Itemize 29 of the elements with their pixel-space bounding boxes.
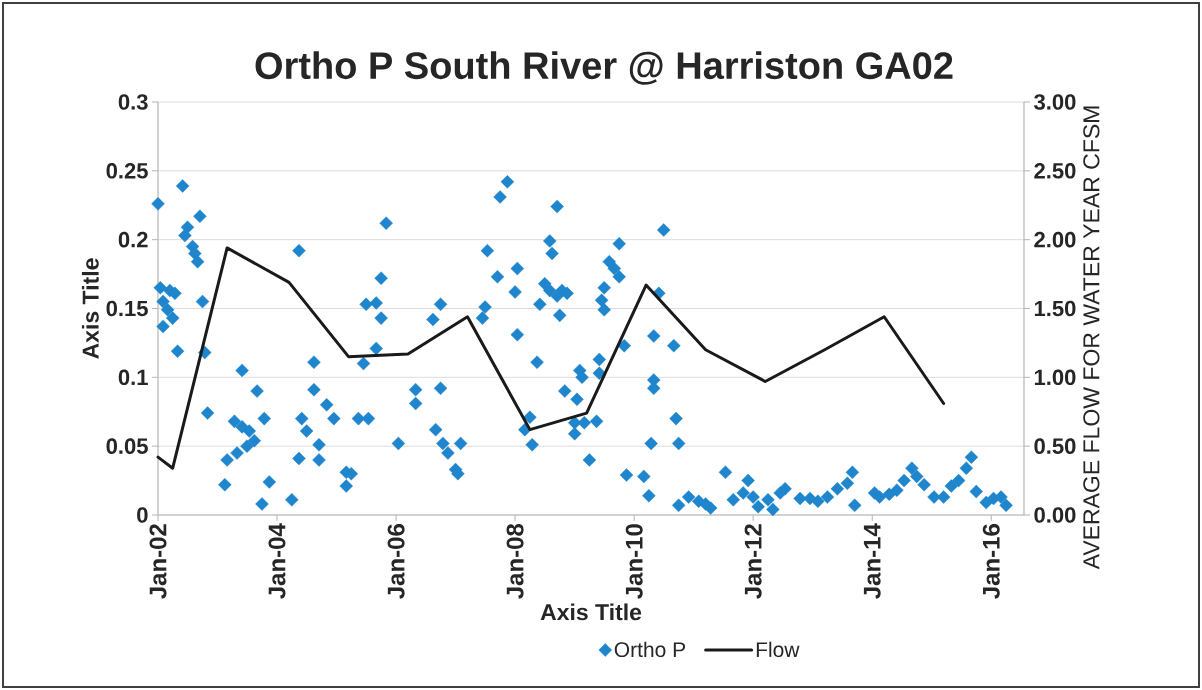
- x-tick-label: Jan-02: [149, 524, 167, 599]
- y-tick-label: 0: [137, 507, 148, 523]
- y2-tick-label: 2.00: [1034, 231, 1076, 248]
- x-tick-label: Jan-04: [268, 523, 286, 599]
- y2-tick-label: 1.00: [1034, 369, 1076, 386]
- chart-title: Ortho P South River @ Harriston GA02: [255, 51, 953, 85]
- y2-tick-label: 0.00: [1034, 507, 1076, 523]
- y2-tick-label: 2.50: [1034, 163, 1076, 179]
- y-tick-label: 0.3: [118, 94, 148, 110]
- x-axis-title: Axis Title: [540, 603, 642, 621]
- y-tick-label: 0.2: [118, 231, 148, 248]
- y2-tick-label: 3.00: [1034, 94, 1076, 110]
- y-tick-label: 0.15: [106, 300, 148, 317]
- x-tick-label: Jan-10: [625, 524, 643, 599]
- y2-tick-label: 1.50: [1034, 300, 1076, 317]
- y-axis-title: Axis Title: [81, 258, 99, 359]
- y-tick-label: 0.1: [118, 369, 148, 386]
- x-tick-label: Jan-12: [744, 524, 762, 599]
- x-tick-label: Jan-16: [982, 524, 1000, 599]
- y2-tick-label: 0.50: [1034, 438, 1076, 454]
- x-tick-label: Jan-08: [506, 523, 524, 599]
- y-tick-label: 0.05: [106, 438, 148, 454]
- legend-label: Flow: [756, 641, 800, 658]
- y-tick-label: 0.25: [106, 163, 148, 179]
- y2-axis-title: AVERAGE FLOW FOR WATER YEAR CFSM: [1083, 106, 1100, 570]
- line-series: [156, 246, 946, 470]
- legend-label: Ortho P: [614, 641, 686, 658]
- x-tick-label: Jan-06: [387, 524, 405, 599]
- x-tick-label: Jan-14: [863, 523, 881, 599]
